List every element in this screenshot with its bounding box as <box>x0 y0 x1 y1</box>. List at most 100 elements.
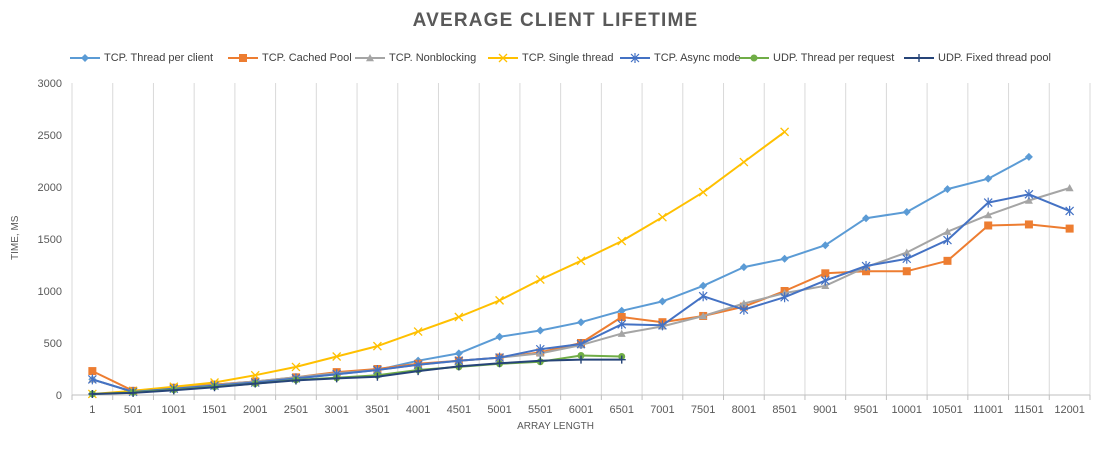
y-tick-label: 1500 <box>38 234 62 246</box>
legend-label: UDP. Thread per request <box>773 52 895 64</box>
data-point <box>984 174 993 183</box>
data-point <box>1024 220 1033 229</box>
legend-swatch <box>228 54 258 62</box>
data-point <box>780 127 790 137</box>
x-tick-label: 7001 <box>650 404 674 416</box>
data-point <box>495 295 505 305</box>
data-point <box>414 367 423 376</box>
legend-item: TCP. Single thread <box>488 48 614 68</box>
legend-swatch <box>739 54 769 62</box>
data-point <box>943 227 952 235</box>
legend-item: TCP. Thread per client <box>70 48 213 68</box>
data-point <box>902 248 911 256</box>
x-tick-label: 11001 <box>973 404 1003 416</box>
data-point <box>658 297 667 306</box>
legend-label: UDP. Fixed thread pool <box>938 52 1051 64</box>
legend-marker <box>366 54 374 62</box>
data-point <box>739 304 749 315</box>
data-point <box>617 319 627 330</box>
data-point <box>984 211 993 219</box>
x-tick-label: 1 <box>89 404 95 416</box>
data-point <box>536 356 545 365</box>
data-point <box>87 374 97 385</box>
data-point <box>536 326 545 335</box>
x-tick-label: 2501 <box>284 404 308 416</box>
series-line <box>91 223 1070 392</box>
data-point <box>576 339 586 350</box>
data-point <box>617 313 626 321</box>
x-tick-label: 3501 <box>365 404 389 416</box>
x-tick-label: 6501 <box>609 404 633 416</box>
data-point <box>698 187 708 197</box>
legend-marker <box>81 54 89 62</box>
data-point <box>535 275 545 285</box>
data-point <box>1065 184 1074 192</box>
data-point <box>943 185 952 194</box>
data-point <box>699 311 708 320</box>
data-point <box>291 376 300 385</box>
data-point <box>699 281 708 290</box>
data-point <box>943 256 952 265</box>
legend: TCP. Thread per client TCP. Cached Pool TC… <box>0 48 1111 68</box>
data-point <box>495 359 504 368</box>
data-point <box>617 236 627 246</box>
legend-item: UDP. Fixed thread pool <box>904 48 1051 68</box>
y-tick-label: 2500 <box>38 130 62 142</box>
data-point <box>291 362 301 372</box>
legend-marker <box>915 54 923 62</box>
data-point <box>577 351 585 359</box>
data-point <box>1065 205 1075 216</box>
x-tick-label: 3001 <box>324 404 348 416</box>
data-point <box>129 388 138 397</box>
data-point <box>372 341 382 351</box>
data-point <box>983 197 993 208</box>
data-point <box>780 254 789 263</box>
data-point <box>943 235 952 246</box>
data-point <box>251 379 260 388</box>
x-tick-label: 4001 <box>406 404 430 416</box>
data-point <box>577 355 585 364</box>
data-point <box>739 299 748 307</box>
y-tick-label: 0 <box>56 390 62 402</box>
data-point <box>454 362 463 371</box>
data-point <box>861 261 871 272</box>
data-point <box>862 214 871 223</box>
x-tick-label: 501 <box>124 404 142 416</box>
data-point <box>454 349 463 358</box>
data-point <box>332 374 341 383</box>
data-point <box>657 212 667 222</box>
x-tick-label: 9001 <box>813 404 837 416</box>
series-line <box>92 358 622 395</box>
data-point <box>210 383 219 392</box>
x-tick-label: 8501 <box>772 404 796 416</box>
data-point <box>821 269 830 278</box>
x-tick-label: 2001 <box>243 404 267 416</box>
legend-label: TCP. Async mode <box>654 52 741 64</box>
data-point <box>454 312 464 322</box>
data-point <box>658 320 667 331</box>
data-point <box>1024 196 1033 204</box>
series-6 <box>88 355 626 398</box>
legend-marker <box>750 54 758 62</box>
x-axis-title: ARRAY LENGTH <box>517 421 594 432</box>
legend-label: TCP. Thread per client <box>104 52 214 64</box>
data-point <box>739 157 749 167</box>
data-point <box>1024 189 1034 200</box>
y-tick-label: 1000 <box>38 286 62 298</box>
legend-swatch <box>70 54 100 62</box>
legend-marker <box>630 53 640 63</box>
legend-label: TCP. Nonblocking <box>389 52 477 64</box>
data-point <box>332 352 342 361</box>
legend-marker <box>498 53 508 63</box>
x-tick-label: 4501 <box>447 404 471 416</box>
legend-item: UDP. Thread per request <box>739 48 894 68</box>
data-point <box>902 253 912 264</box>
x-tick-label: 8001 <box>732 404 756 416</box>
x-tick-label: 12001 <box>1054 404 1085 416</box>
data-point <box>698 291 708 302</box>
data-point <box>413 327 423 337</box>
series-4 <box>87 189 1075 397</box>
legend-swatch <box>904 54 934 62</box>
data-point <box>576 256 586 266</box>
